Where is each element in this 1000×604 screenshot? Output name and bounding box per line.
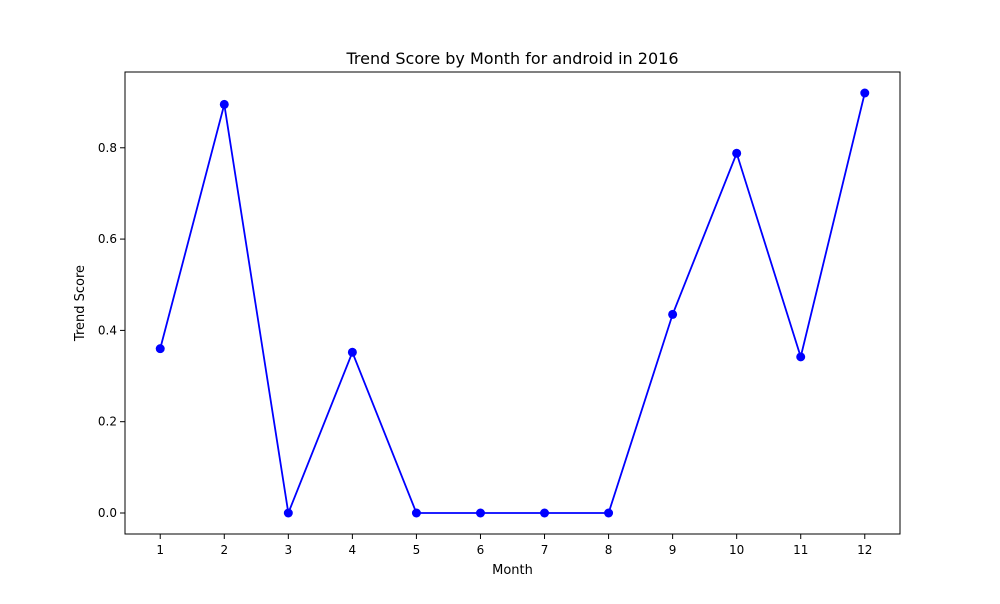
data-point	[668, 309, 678, 319]
data-point	[540, 508, 550, 518]
x-tick-label: 5	[413, 543, 421, 557]
x-tick-label: 7	[541, 543, 549, 557]
y-axis-label: Trend Score	[73, 265, 88, 342]
x-axis-label: Month	[492, 563, 533, 578]
data-point	[347, 347, 357, 357]
plot-area-frame	[124, 71, 901, 535]
series-line	[159, 92, 866, 517]
x-tick-label: 8	[605, 543, 613, 557]
y-tick-label: 0.4	[98, 323, 117, 337]
data-point	[796, 352, 806, 362]
data-point	[732, 148, 742, 158]
data-point	[860, 88, 870, 98]
x-tick-label: 12	[857, 543, 872, 557]
data-point	[219, 99, 229, 109]
data-point	[155, 344, 165, 354]
y-tick-label: 0.8	[98, 141, 117, 155]
chart-title: Trend Score by Month for android in 2016	[346, 49, 679, 68]
x-tick-label: 10	[729, 543, 744, 557]
data-point	[411, 508, 421, 518]
y-tick-label: 0.6	[98, 232, 117, 246]
x-tick-label: 9	[669, 543, 677, 557]
y-tick-label: 0.2	[98, 415, 117, 429]
x-tick-label: 11	[793, 543, 808, 557]
x-tick-label: 4	[349, 543, 357, 557]
x-tick-label: 6	[477, 543, 485, 557]
y-tick-label: 0.0	[98, 506, 117, 520]
data-point	[283, 508, 293, 518]
data-point	[604, 508, 614, 518]
data-point	[475, 508, 485, 518]
y-axis-ticks: 0.0 0.2 0.4 0.6 0.8	[98, 141, 125, 520]
x-axis-ticks: 1 2 3 4 5 6 7 8 9 10 11 12	[156, 534, 872, 557]
x-tick-label: 3	[285, 543, 293, 557]
series-points	[155, 88, 870, 518]
x-tick-label: 1	[156, 543, 164, 557]
x-tick-label: 2	[220, 543, 228, 557]
